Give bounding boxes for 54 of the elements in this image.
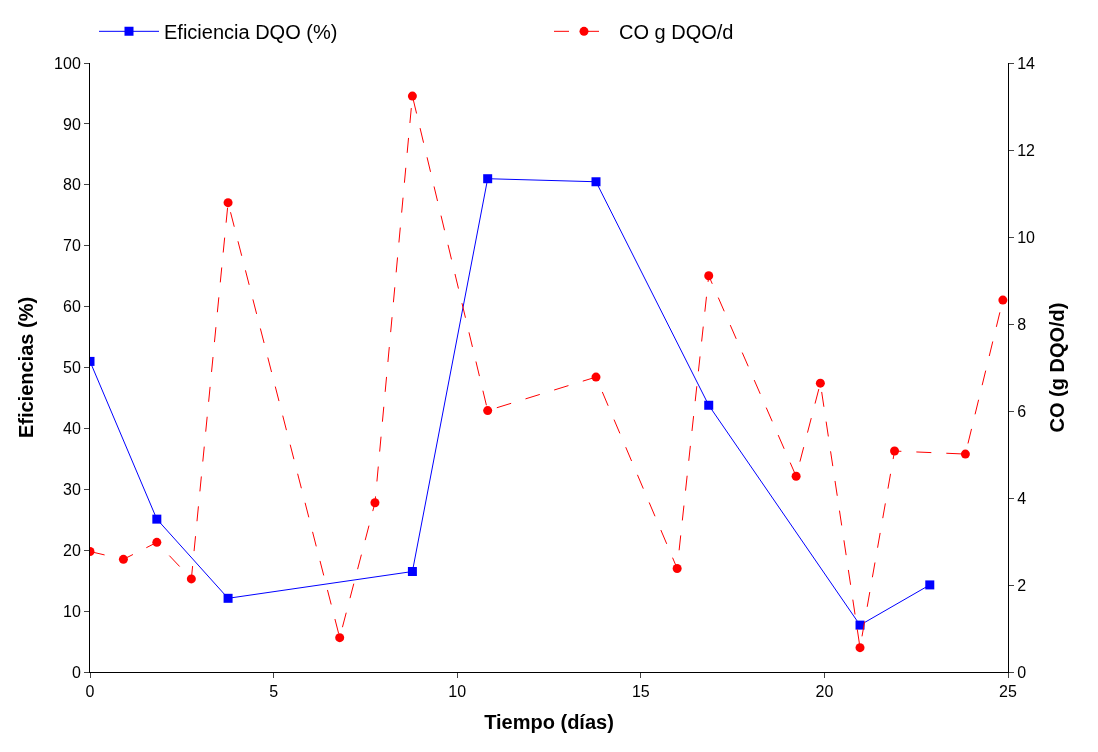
y-tick-label: 30 xyxy=(63,480,81,498)
point xyxy=(186,574,196,584)
y-tick-label: 0 xyxy=(71,663,81,681)
x-axis-title: Tiempo (días) xyxy=(484,710,614,733)
point xyxy=(890,446,900,456)
x-tick-label: 25 xyxy=(999,683,1017,701)
point xyxy=(223,593,233,603)
y-tick-label: 50 xyxy=(63,359,81,377)
y-tick-label: 80 xyxy=(63,176,81,194)
x-tick-label: 0 xyxy=(85,683,95,701)
point xyxy=(815,378,825,388)
point xyxy=(370,498,380,508)
x-tick-label: 5 xyxy=(269,683,279,701)
y-tick-label: 90 xyxy=(63,115,81,133)
point xyxy=(223,198,233,208)
legend-label: CO g DQO/d xyxy=(619,21,734,44)
y2-tick-label: 14 xyxy=(1017,54,1036,72)
y2-tick-label: 0 xyxy=(1017,663,1027,681)
point xyxy=(960,449,970,459)
y-tick-label: 20 xyxy=(63,541,81,559)
y-tick-label: 10 xyxy=(63,602,81,620)
point xyxy=(407,91,417,101)
y-axis-title: Eficiencias (%) xyxy=(14,296,37,439)
y2-axis-title: CO (g DQO/d) xyxy=(1045,302,1068,433)
x-tick-label: 10 xyxy=(448,683,467,701)
point xyxy=(335,633,345,643)
point xyxy=(483,406,493,416)
point xyxy=(152,537,162,547)
point xyxy=(998,295,1008,305)
point xyxy=(118,554,128,564)
y-tick-label: 60 xyxy=(63,298,81,316)
y-tick-label: 100 xyxy=(54,54,81,72)
point xyxy=(855,643,865,653)
x-tick-label: 20 xyxy=(815,683,834,701)
point xyxy=(704,400,714,410)
y2-tick-label: 2 xyxy=(1017,576,1027,594)
y2-tick-label: 6 xyxy=(1017,402,1027,420)
point xyxy=(407,567,417,577)
point xyxy=(672,563,682,573)
point xyxy=(591,372,601,382)
legend-label: Eficiencia DQO (%) xyxy=(164,21,338,44)
point xyxy=(483,174,493,184)
point xyxy=(704,271,714,281)
y2-tick-label: 12 xyxy=(1017,141,1036,159)
point xyxy=(591,177,601,187)
point xyxy=(152,514,162,524)
y2-tick-label: 4 xyxy=(1017,489,1027,507)
y2-tick-label: 10 xyxy=(1017,228,1036,246)
point xyxy=(791,471,801,481)
y-tick-label: 40 xyxy=(63,420,81,437)
y-tick-label: 70 xyxy=(63,237,81,255)
x-tick-label: 15 xyxy=(631,683,650,701)
y2-tick-label: 8 xyxy=(1017,315,1027,333)
point xyxy=(925,580,935,590)
